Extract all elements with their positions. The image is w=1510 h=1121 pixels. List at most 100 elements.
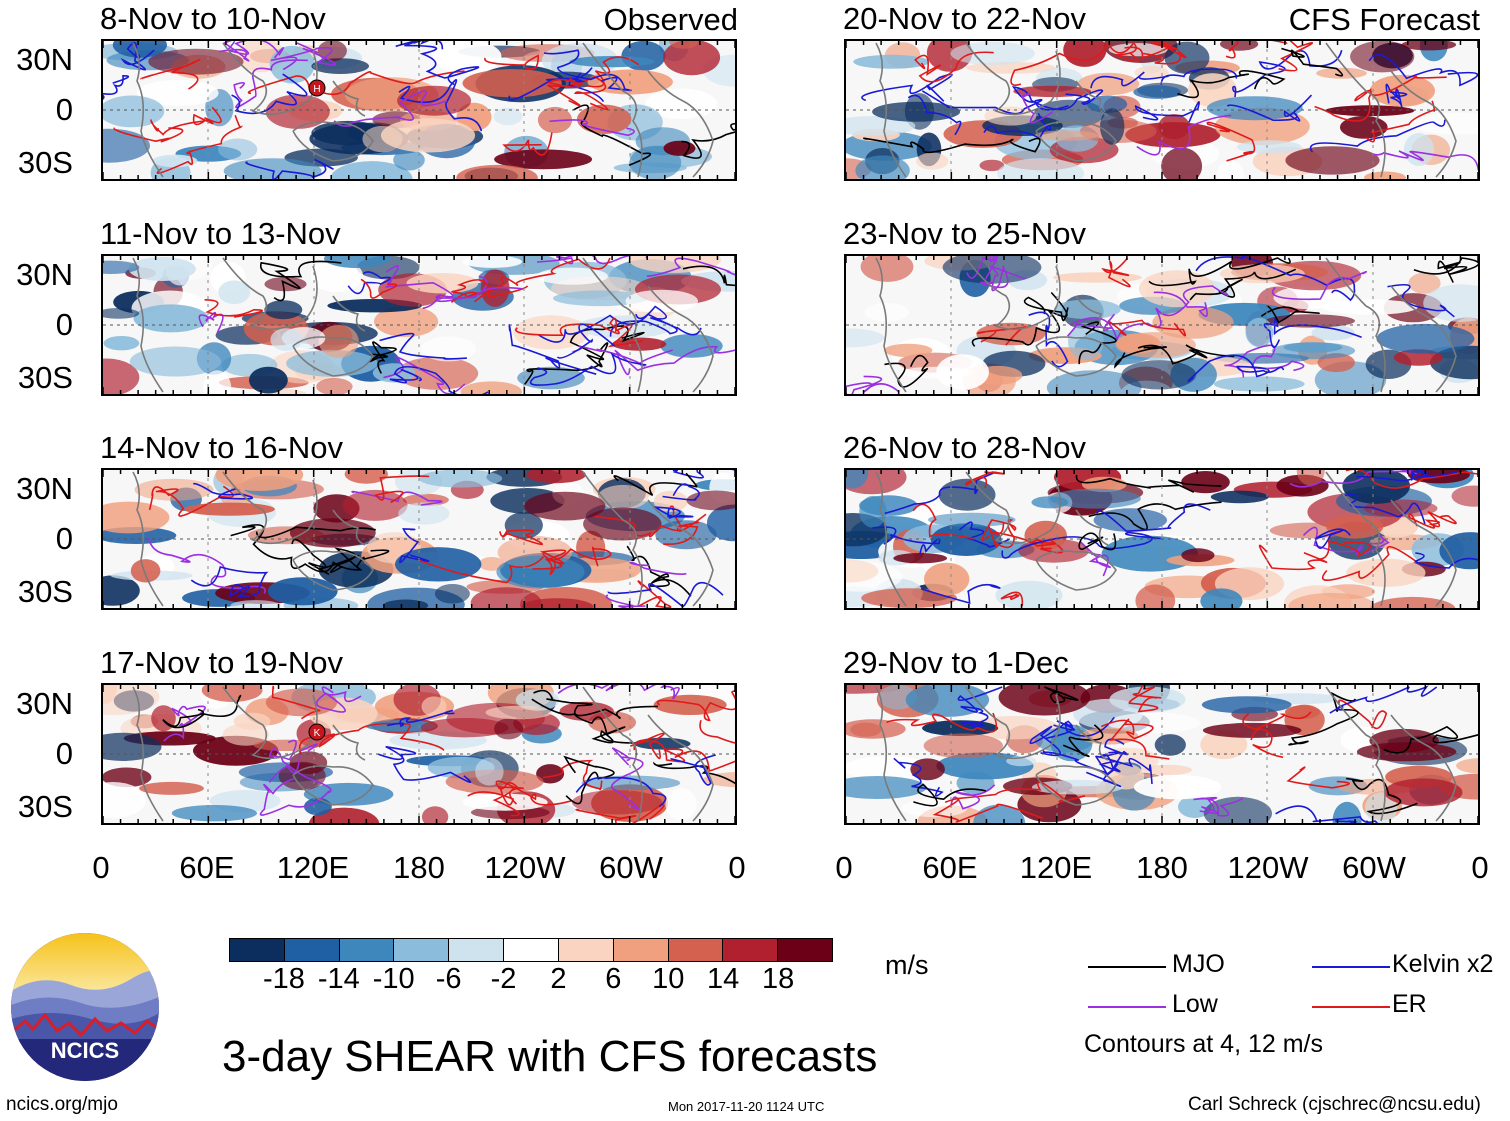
ncics-logo: NCICS (11, 933, 159, 1081)
x-tick-label: 60W (1342, 850, 1406, 885)
x-tick-label: 180 (393, 850, 445, 885)
x-tick-label: 120W (1227, 850, 1309, 885)
observed-panel-2-title: 11-Nov to 13-Nov (100, 216, 341, 251)
legend-line-er (1312, 1006, 1390, 1008)
forecast-panel-2-title: 23-Nov to 25-Nov (843, 216, 1086, 251)
observed-panel-1-title: 8-Nov to 10-Nov (100, 1, 326, 36)
coastline (1035, 550, 1117, 591)
y-tick-label: 0 (55, 736, 73, 771)
colorbar (229, 938, 833, 962)
legend-note: Contours at 4, 12 m/s (1084, 1030, 1324, 1058)
coastline (875, 42, 907, 178)
colorbar-units: m/s (885, 950, 929, 980)
storm-marker: K (308, 723, 326, 741)
observed-panel-3-title: 14-Nov to 16-Nov (100, 430, 343, 465)
observed-panel-3-map (101, 468, 737, 610)
coastline (1035, 121, 1117, 162)
observed-panel-4-map: K (101, 683, 737, 825)
y-tick-label: 0 (55, 307, 73, 342)
observed-panel-1-map: H (101, 39, 737, 181)
coastline (332, 509, 366, 546)
colorbar-swatch (668, 939, 724, 961)
y-tick-label: 30N (16, 686, 73, 721)
coastline (582, 42, 643, 178)
x-tick-label: 60E (179, 850, 235, 885)
colorbar-swatch (778, 939, 832, 961)
colorbar-label: 6 (605, 963, 622, 995)
y-tick-label: 30S (17, 789, 73, 824)
y-tick-label: 30S (17, 574, 73, 609)
colorbar-label: -14 (317, 963, 360, 995)
colorbar-label: -2 (490, 963, 517, 995)
y-tick-label: 30N (16, 42, 73, 77)
observed-label: Observed (603, 2, 738, 37)
legend-line-mjo (1088, 966, 1166, 968)
coastline (332, 80, 366, 117)
coastline (965, 257, 1061, 331)
coastline (332, 295, 366, 332)
colorbar-swatch (558, 939, 614, 961)
y-tick-label: 0 (55, 521, 73, 556)
colorbar-swatch (339, 939, 395, 961)
cfs-forecast-label: CFS Forecast (1288, 2, 1480, 37)
coastline (132, 471, 164, 607)
x-tick-label: 180 (1136, 850, 1188, 885)
colorbar-label: 18 (761, 963, 795, 995)
colorbar-label: -6 (435, 963, 462, 995)
observed-panel-4-title: 17-Nov to 19-Nov (100, 645, 343, 680)
coastline (647, 714, 714, 822)
coastline (1035, 336, 1117, 377)
coastline (582, 686, 643, 822)
observed-panel-2-map (101, 254, 737, 396)
colorbar-swatch (394, 939, 450, 961)
coastline (132, 686, 164, 822)
coastline (1325, 471, 1386, 607)
coastline (647, 70, 714, 178)
svg-text:H: H (313, 84, 320, 95)
storm-marker: H (308, 79, 326, 97)
coastline (1325, 257, 1386, 393)
coastline (875, 257, 907, 393)
coastline (1075, 80, 1109, 117)
x-tick-label: 120E (276, 850, 350, 885)
x-tick-label: 0 (835, 850, 853, 885)
forecast-panel-2-map (844, 254, 1480, 396)
coastline (1390, 714, 1457, 822)
colorbar-swatch (723, 939, 779, 961)
forecast-panel-4-map (844, 683, 1480, 825)
coastline (292, 765, 374, 806)
coastline (965, 42, 1061, 116)
coastline (332, 724, 366, 761)
coastline (292, 121, 374, 162)
legend-line-low (1088, 1006, 1166, 1008)
coastline (292, 550, 374, 591)
y-tick-label: 30S (17, 360, 73, 395)
coastline (647, 499, 714, 607)
coastline (875, 471, 907, 607)
legend-label-er: ER (1392, 990, 1427, 1018)
x-tick-label: 0 (92, 850, 110, 885)
colorbar-swatch (613, 939, 669, 961)
colorbar-swatch (504, 939, 559, 961)
coastline (292, 336, 374, 377)
coastline (132, 257, 164, 393)
coastline (1075, 724, 1109, 761)
legend-label-kelvin: Kelvin x2 (1392, 950, 1494, 978)
coastline (1390, 499, 1457, 607)
coastline (582, 471, 643, 607)
legend-label-low: Low (1172, 990, 1218, 1018)
colorbar-label: 10 (652, 963, 685, 995)
y-tick-label: 30S (17, 145, 73, 180)
forecast-panel-1-map (844, 39, 1480, 181)
coastline (222, 257, 318, 331)
y-tick-label: 30N (16, 471, 73, 506)
y-tick-label: 0 (55, 92, 73, 127)
x-tick-label: 120E (1019, 850, 1093, 885)
forecast-panel-1-title: 20-Nov to 22-Nov (843, 1, 1086, 36)
coastline (132, 42, 164, 178)
colorbar-label: 2 (550, 963, 567, 995)
coastline (1075, 509, 1109, 546)
x-tick-label: 120W (484, 850, 566, 885)
forecast-panel-4-title: 29-Nov to 1-Dec (843, 645, 1069, 680)
x-tick-label: 60W (599, 850, 663, 885)
